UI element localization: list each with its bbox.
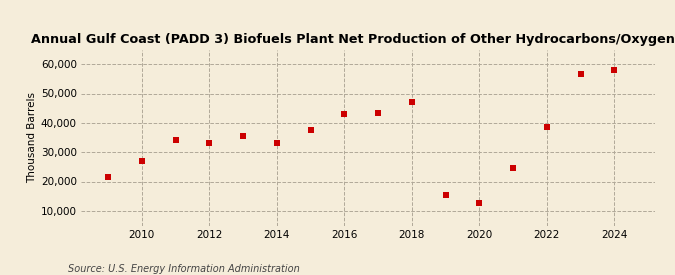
Point xyxy=(238,134,248,138)
Y-axis label: Thousand Barrels: Thousand Barrels xyxy=(27,92,36,183)
Text: Source: U.S. Energy Information Administration: Source: U.S. Energy Information Administ… xyxy=(68,264,299,274)
Point xyxy=(136,159,147,163)
Point xyxy=(609,68,620,72)
Point xyxy=(305,128,316,132)
Point xyxy=(440,192,451,197)
Point xyxy=(373,110,383,115)
Point xyxy=(406,100,417,104)
Point xyxy=(103,175,113,179)
Title: Annual Gulf Coast (PADD 3) Biofuels Plant Net Production of Other Hydrocarbons/O: Annual Gulf Coast (PADD 3) Biofuels Plan… xyxy=(30,32,675,46)
Point xyxy=(508,166,518,170)
Point xyxy=(474,200,485,205)
Point xyxy=(170,138,181,143)
Point xyxy=(541,125,552,130)
Point xyxy=(271,141,282,145)
Point xyxy=(204,141,215,145)
Point xyxy=(575,72,586,77)
Point xyxy=(339,112,350,116)
